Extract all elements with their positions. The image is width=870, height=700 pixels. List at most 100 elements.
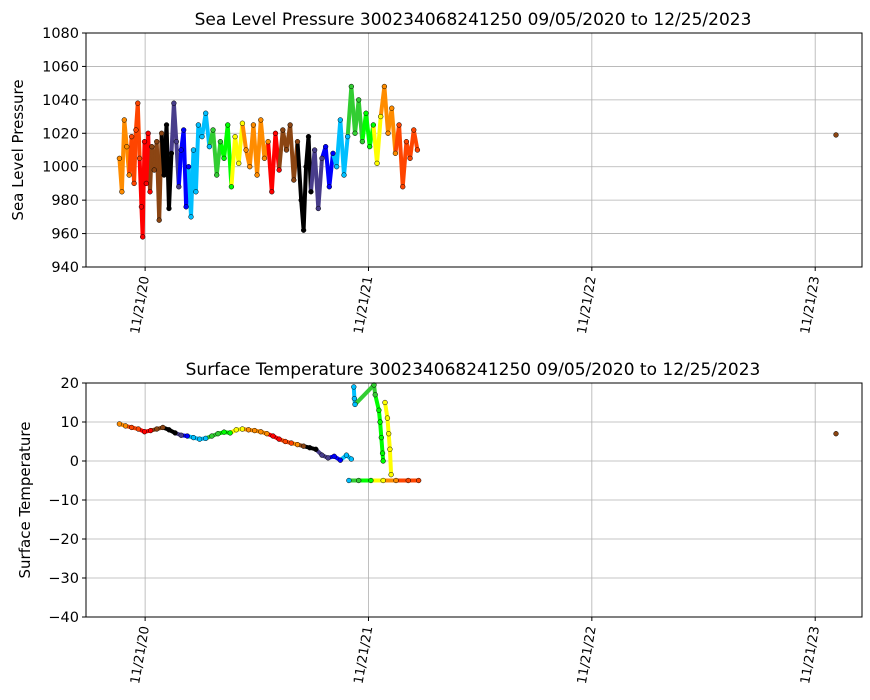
sea-level-pressure-point xyxy=(396,122,402,128)
sea-level-pressure-point xyxy=(303,164,309,170)
sea-level-pressure-point xyxy=(236,160,242,167)
sea-level-pressure-point xyxy=(291,177,297,183)
sea-level-pressure-point xyxy=(356,97,362,103)
sea-level-pressure-point xyxy=(315,205,321,212)
sea-level-pressure-y-axis: 940 960 980 1000 1020 1040 1060 1080 xyxy=(42,26,86,276)
sea-level-pressure-segment xyxy=(122,117,129,149)
sea-level-pressure-point xyxy=(188,214,194,220)
sea-level-pressure-point xyxy=(225,122,231,128)
sea-level-pressure-point xyxy=(136,155,143,162)
sea-level-pressure-point xyxy=(145,130,151,136)
surface-temperature-point xyxy=(227,430,233,436)
surface-temperature-point xyxy=(215,431,221,437)
sea-level-pressure-point xyxy=(363,110,369,116)
sea-level-pressure-point xyxy=(378,113,384,120)
surface-temperature-panel: Surface Temperature 300234068241250 09/0… xyxy=(16,360,863,685)
sea-level-pressure-point xyxy=(171,100,177,106)
surface-temperature-point xyxy=(372,392,378,398)
surface-temperature-point xyxy=(393,477,399,484)
sea-level-pressure-point xyxy=(131,180,137,187)
surface-temperature-y-axis-label: Surface Temperature xyxy=(16,422,34,579)
surface-temperature-point xyxy=(352,401,358,408)
sea-level-pressure-point xyxy=(206,144,213,150)
sea-level-pressure-point xyxy=(370,122,377,128)
sea-level-pressure-point xyxy=(119,189,125,195)
surface-temperature-y-tick-label: 0 xyxy=(70,454,79,470)
sea-level-pressure-segment xyxy=(301,164,309,233)
sea-level-pressure-segment xyxy=(240,121,249,152)
sea-level-pressure-point xyxy=(280,127,286,133)
surface-temperature-point xyxy=(346,477,352,484)
surface-temperature-point xyxy=(184,433,190,439)
surface-temperature-point xyxy=(239,426,246,432)
sea-level-pressure-point xyxy=(334,164,340,170)
sea-level-pressure-segment xyxy=(137,156,144,209)
sea-level-pressure-point xyxy=(345,133,351,140)
sea-level-pressure-point xyxy=(283,147,290,153)
sea-level-pressure-point xyxy=(133,127,139,133)
sea-level-pressure-segment xyxy=(295,139,304,203)
sea-level-pressure-point xyxy=(232,133,238,140)
sea-level-pressure-point xyxy=(143,180,149,187)
surface-temperature-series xyxy=(116,382,839,484)
surface-temperature-point xyxy=(380,477,386,484)
sea-level-pressure-point xyxy=(403,138,410,145)
surface-temperature-y-axis: −40 −30 −20 −10 0 10 20 xyxy=(48,376,86,626)
surface-temperature-point xyxy=(122,423,129,429)
sea-level-pressure-point xyxy=(411,127,417,133)
surface-temperature-point xyxy=(252,427,258,434)
surface-temperature-point xyxy=(388,472,394,478)
sea-level-pressure-point xyxy=(326,184,332,190)
sea-level-pressure-y-tick-label: 980 xyxy=(51,193,79,209)
sea-level-pressure-y-tick-label: 1040 xyxy=(42,93,79,109)
surface-temperature-point xyxy=(368,477,374,484)
sea-level-pressure-point xyxy=(287,122,293,128)
sea-level-pressure-point xyxy=(126,172,132,178)
surface-temperature-point xyxy=(196,436,203,442)
sea-level-pressure-axes-frame xyxy=(85,32,863,268)
surface-temperature-y-tick-label: −10 xyxy=(48,493,79,509)
surface-temperature-point xyxy=(319,452,325,458)
sea-level-pressure-point xyxy=(203,110,209,116)
sea-level-pressure-point xyxy=(385,130,391,136)
sea-level-pressure-point xyxy=(149,144,155,150)
sea-level-pressure-point xyxy=(308,189,314,195)
sea-level-pressure-point xyxy=(269,189,275,195)
surface-temperature-point xyxy=(416,477,422,484)
surface-temperature-point xyxy=(351,395,358,402)
sea-level-pressure-point xyxy=(183,204,189,210)
surface-temperature-point xyxy=(160,424,166,431)
sea-level-pressure-panel: Sea Level Pressure 300234068241250 09/05… xyxy=(9,10,863,335)
surface-temperature-point xyxy=(203,435,209,442)
sea-level-pressure-point xyxy=(151,167,157,173)
sea-level-pressure-point xyxy=(140,234,146,240)
sea-level-pressure-point xyxy=(173,138,179,145)
surface-temperature-segment xyxy=(353,382,376,407)
surface-temperature-point xyxy=(351,384,357,390)
sea-level-pressure-point xyxy=(272,130,279,136)
sea-level-pressure-point xyxy=(265,138,271,145)
surface-temperature-point xyxy=(135,426,142,432)
sea-level-pressure-point xyxy=(138,204,145,210)
sea-level-pressure-y-tick-label: 960 xyxy=(51,227,79,243)
sea-level-pressure-point xyxy=(181,127,187,133)
sea-level-pressure-y-tick-label: 1000 xyxy=(42,160,79,176)
sea-level-pressure-y-tick-label: 1020 xyxy=(42,126,79,142)
surface-temperature-point xyxy=(376,407,382,413)
surface-temperature-point xyxy=(380,458,386,464)
sea-level-pressure-point xyxy=(210,127,216,133)
surface-temperature-y-tick-label: −40 xyxy=(48,610,79,626)
surface-temperature-point xyxy=(264,431,270,437)
sea-level-pressure-point xyxy=(214,172,220,178)
sea-level-pressure-point xyxy=(319,155,325,162)
sea-level-pressure-point xyxy=(116,155,123,162)
surface-temperature-point xyxy=(382,399,388,406)
sea-level-pressure-point xyxy=(163,122,170,128)
sea-level-pressure-point xyxy=(161,172,167,178)
sea-level-pressure-series xyxy=(116,83,839,240)
sea-level-pressure-point xyxy=(400,184,406,190)
sea-level-pressure-point xyxy=(166,205,172,212)
sea-level-pressure-segment xyxy=(166,151,174,211)
surface-temperature-point xyxy=(337,457,343,463)
sea-level-pressure-y-tick-label: 940 xyxy=(51,260,79,276)
